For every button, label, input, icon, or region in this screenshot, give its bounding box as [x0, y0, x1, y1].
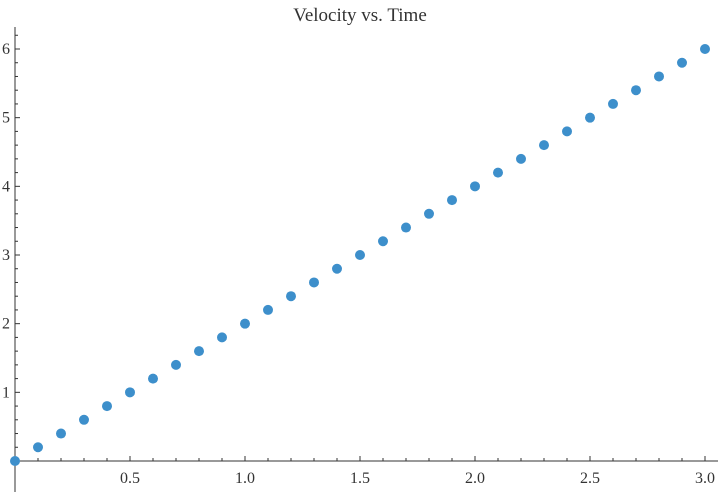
data-point — [10, 456, 20, 466]
y-tick-label: 4 — [2, 178, 10, 195]
x-tick-label: 1.0 — [235, 470, 255, 487]
data-point — [493, 167, 503, 178]
y-tick-label: 6 — [2, 41, 10, 58]
y-tick-label: 3 — [2, 247, 10, 264]
data-point — [516, 153, 526, 164]
data-point — [470, 181, 480, 192]
data-point — [217, 332, 227, 343]
chart-title: Velocity vs. Time — [293, 5, 427, 26]
x-tick-label: 0.5 — [120, 470, 140, 487]
data-point — [378, 236, 388, 247]
x-tick-label: 2.5 — [580, 470, 600, 487]
data-point — [332, 263, 342, 274]
x-tick-label: 3.0 — [695, 470, 715, 487]
data-point — [309, 277, 319, 288]
x-tick-label: 2.0 — [465, 470, 485, 487]
data-point — [102, 401, 112, 412]
data-point — [56, 428, 66, 439]
data-point — [401, 222, 411, 233]
y-tick-label: 5 — [2, 110, 10, 127]
data-point — [125, 387, 135, 398]
data-point — [608, 98, 618, 109]
data-point — [33, 442, 43, 453]
data-point — [355, 250, 365, 260]
data-point — [424, 208, 434, 219]
data-point — [677, 57, 687, 68]
data-point — [263, 304, 273, 315]
data-point — [240, 318, 250, 329]
data-point — [631, 85, 641, 96]
data-point — [79, 414, 89, 425]
data-point — [286, 291, 296, 302]
data-point — [194, 346, 204, 357]
x-tick-label: 1.5 — [350, 470, 370, 487]
y-tick-label: 1 — [2, 384, 10, 401]
data-point — [700, 44, 710, 54]
data-point — [539, 140, 549, 151]
data-point — [148, 373, 158, 384]
data-point — [562, 126, 572, 137]
data-point — [585, 112, 595, 123]
data-point — [171, 359, 181, 370]
data-point — [654, 71, 664, 82]
data-point — [447, 195, 457, 206]
y-tick-label: 2 — [2, 316, 10, 333]
